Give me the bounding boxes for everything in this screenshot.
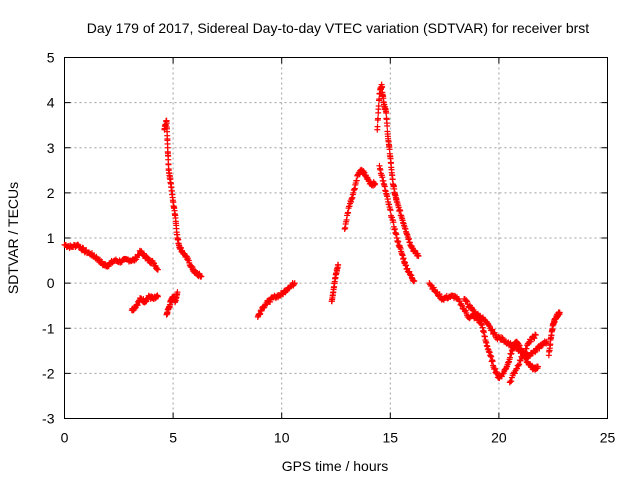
data-point [198,273,205,280]
x-tick-label: 5 [169,430,177,446]
data-point [556,309,563,316]
y-tick-label: 2 [47,185,55,201]
x-tick-label: 20 [491,430,507,446]
data-point [375,103,382,110]
data-point [531,335,538,342]
data-point [374,123,381,130]
data-points [61,81,563,386]
data-point [376,96,383,103]
data-point [174,289,181,296]
y-tick-label: 0 [47,275,55,291]
axis-ticks: 0 5 10 15 20 25 -3 -2 -1 0 1 2 3 4 5 [42,50,615,446]
data-point [154,266,161,273]
grid [64,57,608,419]
data-point [543,338,550,345]
data-point [335,262,342,269]
y-tick-label: -2 [42,365,55,381]
data-point [532,349,539,356]
data-point [463,297,470,304]
data-point [519,355,526,362]
x-tick-label: 15 [383,430,399,446]
y-axis-title: SDTVAR / TECUs [5,182,21,294]
y-tick-label: 1 [47,230,55,246]
y-tick-label: 3 [47,140,55,156]
data-point [521,349,528,356]
data-point [485,322,492,329]
plot-frame [64,57,608,419]
data-point [291,280,298,287]
data-point [534,363,541,370]
y-tick-label: 5 [47,50,55,66]
chart-title: Day 179 of 2017, Sidereal Day-to-day VTE… [87,20,589,36]
data-point [508,378,515,385]
data-point [384,122,391,129]
data-point [527,353,534,360]
x-axis-title: GPS time / hours [282,458,389,474]
y-tick-label: 4 [47,95,55,111]
data-point [383,110,390,117]
data-point [511,370,518,377]
data-point [387,207,394,214]
data-point [523,345,530,352]
data-point [372,180,379,187]
data-point [415,253,422,260]
data-point [374,115,381,122]
x-tick-label: 10 [274,430,290,446]
data-point [411,277,418,284]
x-tick-label: 25 [600,430,616,446]
data-point [291,281,298,288]
data-point [516,361,523,368]
data-point [267,298,274,305]
x-tick-label: 0 [61,430,69,446]
data-point [430,284,437,291]
data-point [154,293,161,300]
data-point [489,326,496,333]
data-point [458,302,465,309]
data-point [532,332,539,339]
y-tick-label: -1 [42,320,55,336]
data-point [515,362,522,369]
data-point [521,350,528,357]
data-point [464,298,471,305]
data-point [379,83,386,90]
y-tick-label: -3 [42,411,55,427]
